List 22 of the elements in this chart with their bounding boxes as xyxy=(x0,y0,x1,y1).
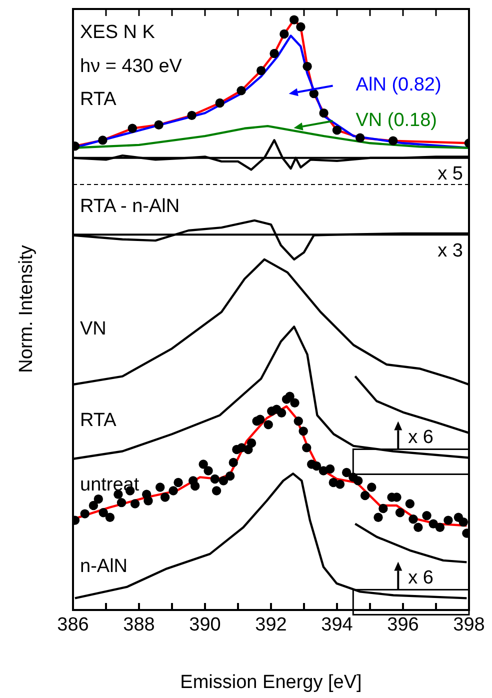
series-label: n-AlN xyxy=(80,556,128,578)
x-tick-label: 390 xyxy=(189,614,221,636)
x-tick-label: 386 xyxy=(57,614,89,636)
legend-label: VN (0.18) xyxy=(356,110,438,132)
annotation: x 6 xyxy=(408,568,434,589)
text: hν = 430 eV xyxy=(80,56,182,77)
series-label: RTA xyxy=(80,410,117,431)
x-tick-label: 392 xyxy=(255,614,287,636)
x-tick-label: 396 xyxy=(387,614,419,636)
x-tick-label: 388 xyxy=(123,614,155,636)
x-axis-title: Emission Energy [eV] xyxy=(180,672,362,693)
annotation: x 3 xyxy=(438,240,463,262)
y-axis-title: Norm. Intensity xyxy=(16,244,37,373)
series-label: RTA - n-AlN xyxy=(80,196,180,218)
text: VN xyxy=(80,318,106,340)
annotation: x 6 xyxy=(408,427,434,448)
legend-label: AlN (0.82) xyxy=(356,74,442,96)
annotation: x 5 xyxy=(438,163,463,184)
chart-title: XES N K xyxy=(80,22,156,43)
x-tick-label: 398 xyxy=(453,614,485,636)
series-label: RTA xyxy=(80,89,117,110)
x-tick-label: 394 xyxy=(321,614,354,636)
